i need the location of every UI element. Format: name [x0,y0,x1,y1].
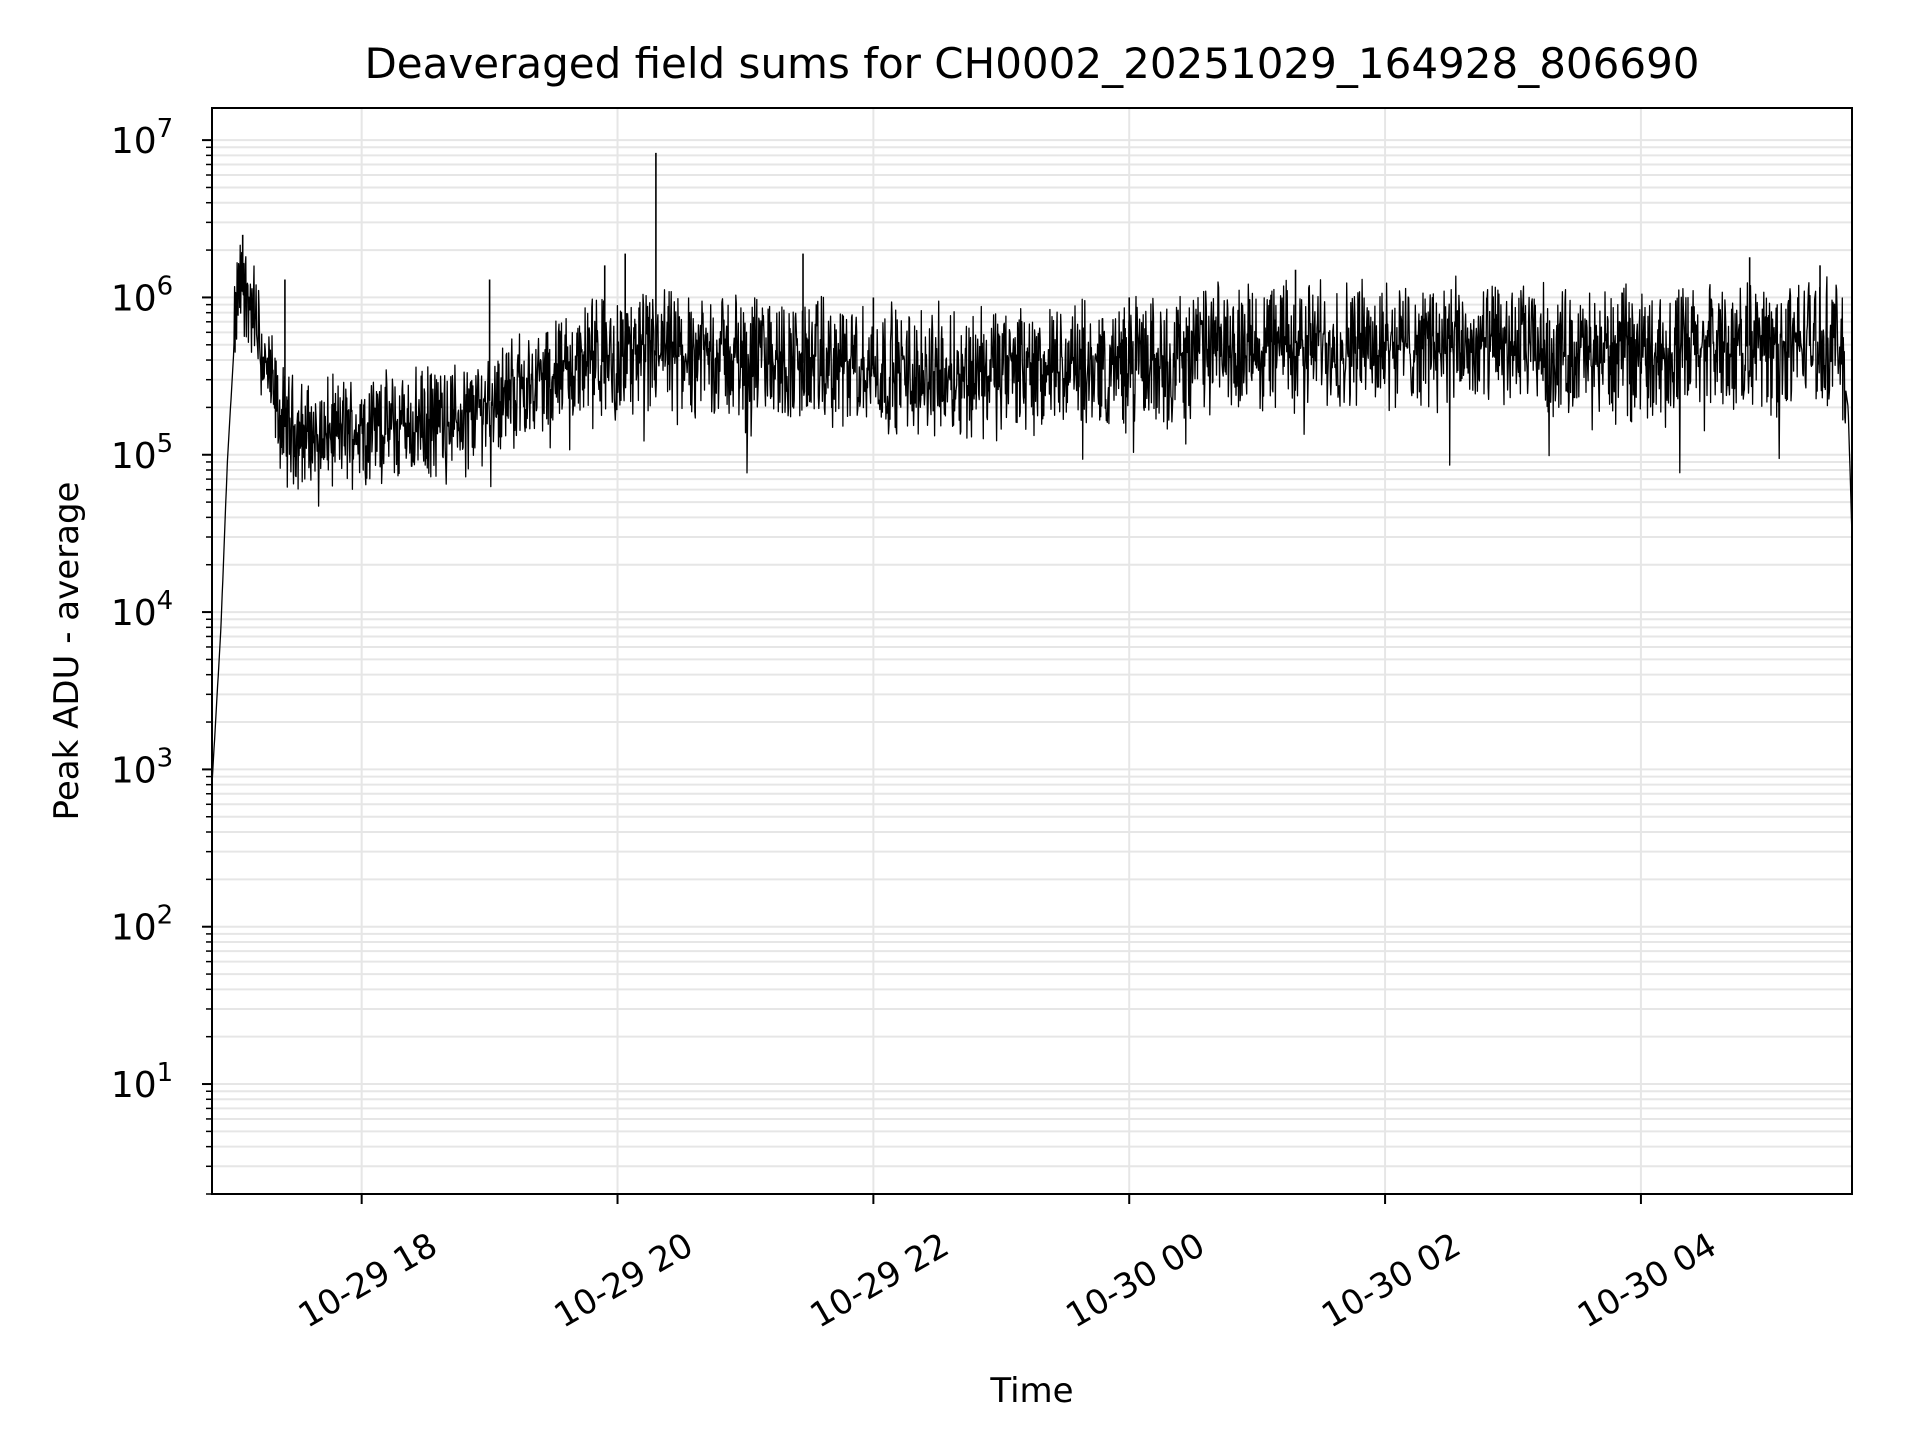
y-tick-label: 106 [111,271,173,319]
x-axis-label: Time [989,1371,1073,1411]
y-tick-label: 102 [111,901,173,949]
y-tick-label: 104 [111,586,173,634]
grid [212,108,1852,1195]
y-tick-label: 101 [111,1058,173,1106]
chart-title: Deaveraged field sums for CH0002_2025102… [364,39,1699,88]
y-tick-label: 107 [111,114,173,162]
series-line [211,244,1853,785]
plot-frame [211,107,1853,1195]
y-tick-label: 105 [111,429,173,477]
series-line-group [211,152,1853,785]
y-tick-label: 103 [111,743,173,791]
y-axis-label: Peak ADU - average [47,482,87,821]
